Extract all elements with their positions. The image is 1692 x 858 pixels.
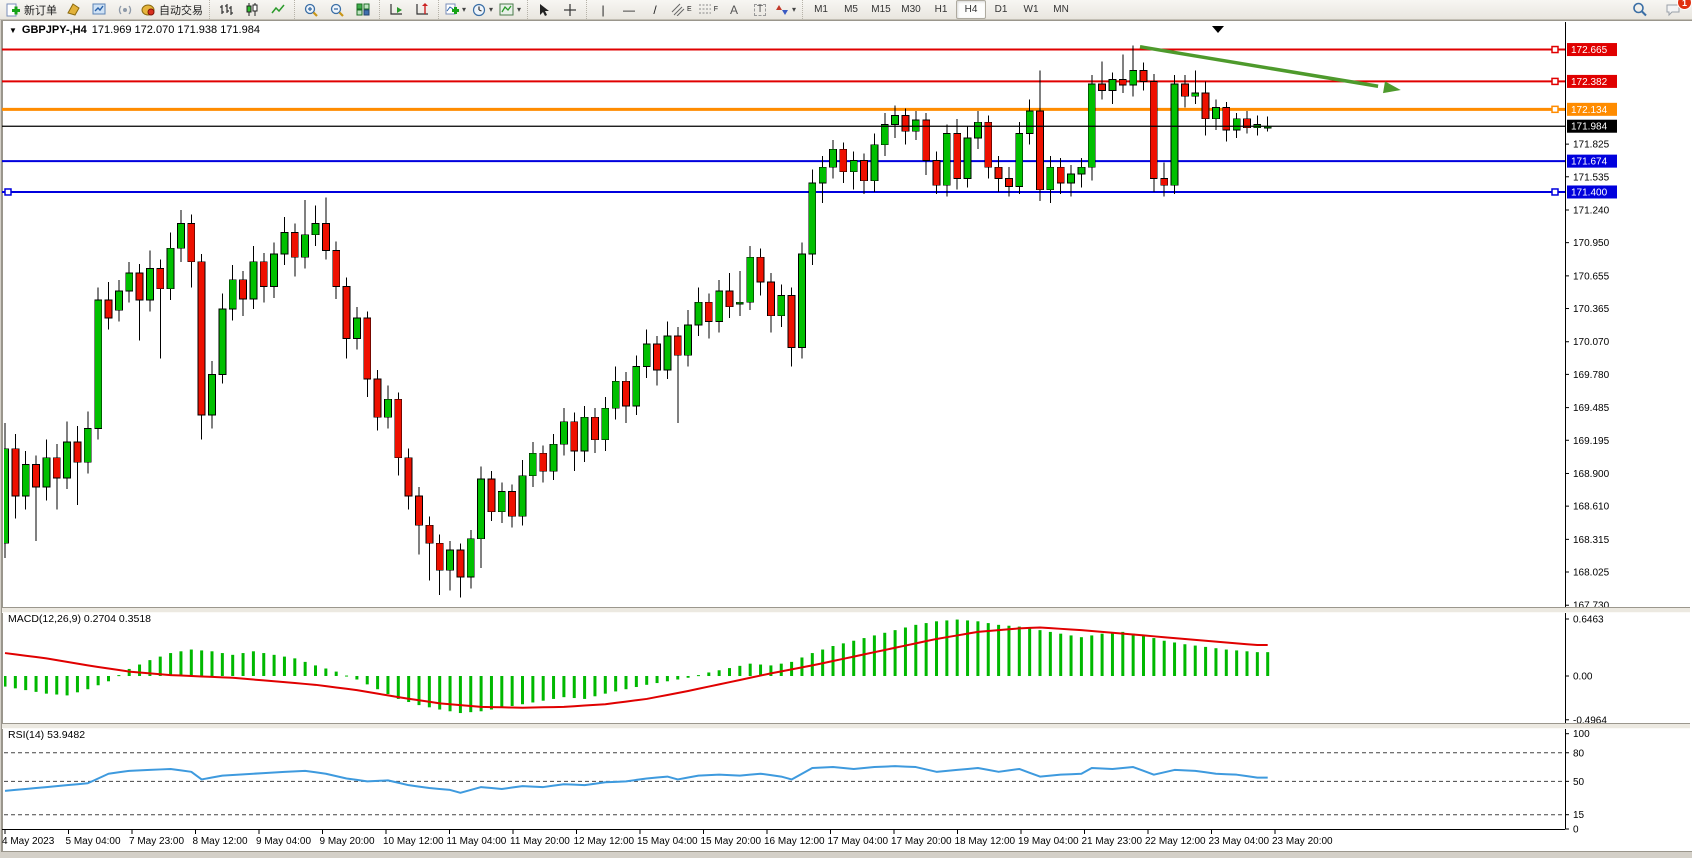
toolbar-group-objects: | — / E F A T ▾ <box>586 0 802 19</box>
timeframe-h1-button[interactable]: H1 <box>934 4 948 15</box>
chart-ohlc-readout: 171.969 172.070 171.938 171.984 <box>91 24 260 36</box>
bar-chart-button[interactable] <box>213 0 239 19</box>
arrows-button[interactable]: ▾ <box>773 0 799 19</box>
chart-shift-icon <box>415 3 428 15</box>
text-button[interactable]: A <box>721 0 747 19</box>
new-order-label: 新订单 <box>24 4 57 17</box>
gold-cube-icon <box>67 3 80 16</box>
macd-name: MACD(12,26,9) <box>8 613 81 625</box>
toolbar-group-cursor <box>527 0 586 19</box>
channel-letter: E <box>687 6 692 13</box>
chart-shift-button[interactable] <box>409 0 435 19</box>
notification-badge: 1 <box>1677 0 1692 10</box>
template-chart-icon <box>499 3 514 16</box>
toolbar-group-zoom <box>294 0 379 19</box>
bar-chart-icon <box>220 4 233 15</box>
zoom-out-button[interactable] <box>324 0 350 19</box>
macd-current-values: 0.2704 0.3518 <box>83 613 152 625</box>
horizontal-line-button[interactable]: — <box>616 0 642 19</box>
templates-button[interactable]: ▾ <box>496 0 524 19</box>
auto-trading-label: 自动交易 <box>159 4 203 17</box>
line-chart-button[interactable] <box>265 0 291 19</box>
new-order-button[interactable]: 新订单 <box>3 0 60 19</box>
toolbar-group-chart-type <box>209 0 294 19</box>
indicators-plus-icon <box>445 3 459 15</box>
auto-scroll-icon <box>389 4 402 15</box>
auto-trading-icon <box>141 4 155 16</box>
title-collapse-icon[interactable]: ▼ <box>9 25 17 35</box>
timeframe-d1-button[interactable]: D1 <box>994 4 1008 15</box>
timeframe-toolbar: M1 M5 M15 M30 H1 H4 D1 W1 MN <box>802 0 1079 19</box>
tile-windows-icon <box>356 3 370 16</box>
arrows-tool-icon <box>776 4 788 15</box>
vline-icon: | <box>601 2 605 17</box>
timeframe-m1-button[interactable]: M1 <box>814 4 828 15</box>
new-order-icon <box>6 3 20 16</box>
chart-object-button[interactable] <box>60 0 86 19</box>
crosshair-icon <box>564 3 577 16</box>
chevron-down-icon: ▾ <box>462 5 467 14</box>
panel-separator-rsi[interactable] <box>2 723 1690 729</box>
trendline-icon: / <box>653 2 657 17</box>
indicators-button[interactable]: ▾ <box>442 0 469 19</box>
toolbar-right: 1 <box>1626 0 1692 19</box>
text-label-icon: T <box>753 3 767 16</box>
chevron-down-icon: ▾ <box>489 5 494 14</box>
timeframe-m30-button[interactable]: M30 <box>901 4 921 15</box>
trendline-button[interactable]: / <box>642 0 668 19</box>
hline-icon: — <box>623 2 636 17</box>
auto-trading-button[interactable]: 自动交易 <box>138 0 206 19</box>
cursor-arrow-icon <box>540 3 550 16</box>
panel-separator-macd[interactable] <box>2 607 1690 613</box>
auto-scroll-button[interactable] <box>383 0 409 19</box>
signal-button[interactable] <box>112 0 138 19</box>
clock-icon <box>472 3 486 16</box>
line-chart-icon <box>271 4 285 14</box>
text-label-button[interactable]: T <box>747 0 773 19</box>
chart-symbol-period: GBPJPY-,H4 <box>21 24 87 36</box>
fibonacci-letter: F <box>713 6 718 13</box>
cursor-button[interactable] <box>531 0 557 19</box>
text-icon: A <box>729 2 738 17</box>
fibonacci-button[interactable]: F <box>695 0 721 19</box>
periods-button[interactable]: ▾ <box>469 0 496 19</box>
zoom-in-button[interactable] <box>298 0 324 19</box>
timeframe-m5-button[interactable]: M5 <box>844 4 858 15</box>
tile-windows-button[interactable] <box>350 0 376 19</box>
candlestick-icon <box>246 3 258 16</box>
rsi-name: RSI(14) <box>8 729 45 741</box>
chevron-down-icon: ▾ <box>517 5 522 14</box>
search-button[interactable] <box>1626 0 1652 19</box>
chevron-down-icon: ▾ <box>792 5 797 14</box>
macd-indicator-label: MACD(12,26,9) 0.2704 0.3518 <box>8 613 151 625</box>
zoom-in-icon <box>304 3 318 17</box>
toolbar-group-indicators: ▾ ▾ ▾ <box>438 0 527 19</box>
chat-button[interactable]: 1 <box>1660 0 1692 19</box>
market-watch-button[interactable] <box>86 0 112 19</box>
fibonacci-icon <box>698 4 711 14</box>
channel-icon <box>671 3 685 16</box>
crosshair-button[interactable] <box>557 0 583 19</box>
rsi-indicator-label: RSI(14) 53.9482 <box>8 729 85 741</box>
search-icon <box>1632 2 1647 17</box>
timeframe-m15-button[interactable]: M15 <box>871 4 891 15</box>
signal-icon <box>118 5 132 15</box>
channel-button[interactable]: E <box>668 0 695 19</box>
toolbar: 新订单 自动交易 <box>0 0 1692 20</box>
monitor-chart-icon <box>92 3 105 15</box>
rsi-current-value: 53.9482 <box>47 729 86 741</box>
timeframe-h4-button[interactable]: H4 <box>956 0 987 19</box>
toolbar-group-scroll <box>379 0 438 19</box>
candlestick-button[interactable] <box>239 0 265 19</box>
toolbar-group-trade: 新订单 自动交易 <box>0 0 209 19</box>
chart-title: ▼ GBPJPY-,H4 171.969 172.070 171.938 171… <box>9 24 260 36</box>
zoom-out-icon <box>330 3 344 17</box>
timeframe-mn-button[interactable]: MN <box>1053 4 1069 15</box>
vertical-line-button[interactable]: | <box>590 0 616 19</box>
timeframe-w1-button[interactable]: W1 <box>1023 4 1039 15</box>
